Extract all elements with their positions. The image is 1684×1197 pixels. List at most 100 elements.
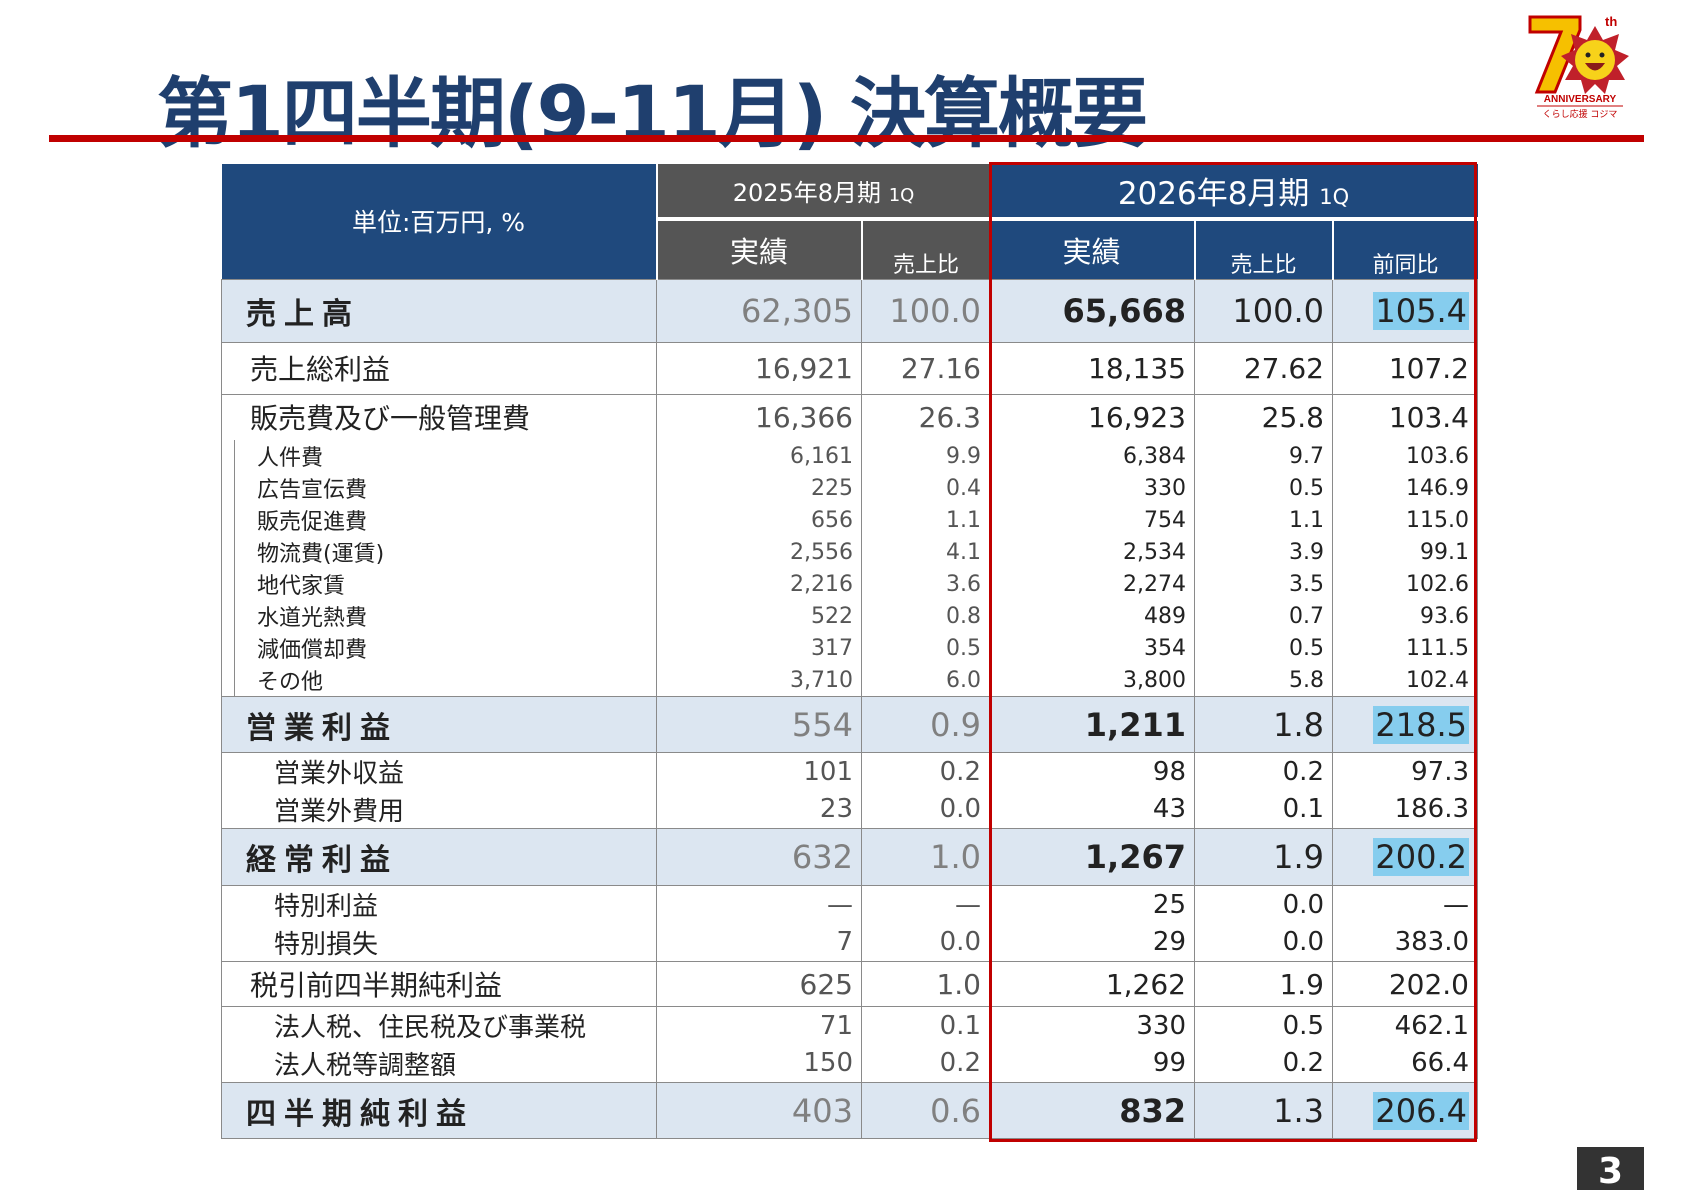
prev-ratio: 0.2 — [861, 752, 990, 791]
prev-ratio: 0.8 — [861, 600, 990, 632]
curr-ratio-header: 売上比 — [1193, 218, 1333, 279]
curr-ratio: 1.9 — [1194, 961, 1333, 1007]
row-label: 営業外費用 — [221, 790, 657, 829]
prev-ratio: 4.1 — [861, 536, 990, 568]
row-label: 水道光熱費 — [221, 600, 657, 632]
prev-actual: 101 — [656, 752, 862, 791]
curr-ratio: 1.9 — [1194, 828, 1333, 886]
curr-actual: 98 — [989, 752, 1195, 791]
yoy-ratio: 93.6 — [1332, 600, 1478, 632]
curr-actual: 2,274 — [989, 568, 1195, 600]
yoy-ratio: 102.4 — [1332, 664, 1478, 697]
prev-ratio: 0.9 — [861, 696, 990, 753]
curr-actual: 6,384 — [989, 440, 1195, 472]
prev-actual: 2,556 — [656, 536, 862, 568]
curr-actual: 330 — [989, 1006, 1195, 1045]
yoy-highlight: 218.5 — [1373, 705, 1469, 744]
prev-ratio: 0.0 — [861, 790, 990, 829]
curr-ratio: 27.62 — [1194, 341, 1333, 394]
prev-actual: 7 — [656, 923, 862, 962]
curr-ratio: 0.7 — [1194, 600, 1333, 632]
curr-actual: 29 — [989, 923, 1195, 962]
table-row: 売上総利益 16,921 27.16 18,135 27.62 107.2 — [221, 341, 1478, 394]
curr-actual: 99 — [989, 1044, 1195, 1083]
table-row: その他 3,710 6.0 3,800 5.8 102.4 — [221, 664, 1478, 697]
row-label: 販売促進費 — [221, 504, 657, 536]
curr-ratio: 25.8 — [1194, 393, 1333, 440]
row-label: その他 — [221, 664, 657, 697]
period-prev-header: 2025年8月期 1Q — [656, 164, 990, 221]
curr-actual: 2,534 — [989, 536, 1195, 568]
curr-actual: 25 — [989, 885, 1195, 924]
row-label: 販売費及び一般管理費 — [221, 393, 657, 440]
curr-actual: 1,267 — [989, 828, 1195, 886]
curr-ratio: 1.8 — [1194, 696, 1333, 753]
row-label: 法人税等調整額 — [221, 1044, 657, 1083]
curr-ratio: 9.7 — [1194, 440, 1333, 472]
curr-ratio: 0.2 — [1194, 752, 1333, 791]
prev-actual: 403 — [656, 1082, 862, 1139]
row-label: 人件費 — [221, 440, 657, 472]
row-label: 広告宣伝費 — [221, 472, 657, 504]
yoy-ratio: 66.4 — [1332, 1044, 1478, 1083]
table-row: 販売促進費 656 1.1 754 1.1 115.0 — [221, 504, 1478, 536]
yoy-ratio: 99.1 — [1332, 536, 1478, 568]
yoy-ratio: 103.4 — [1332, 393, 1478, 440]
row-label: 特別利益 — [221, 885, 657, 924]
table-row: 特別利益 — —25 0.0— — [221, 885, 1478, 924]
yoy-ratio: 115.0 — [1332, 504, 1478, 536]
table-row: 営業外費用 23 0.0 43 0.1 186.3 — [221, 790, 1478, 829]
curr-ratio: 0.5 — [1194, 632, 1333, 664]
prev-actual: 554 — [656, 696, 862, 753]
table-row: 減価償却費 317 0.5 354 0.5 111.5 — [221, 632, 1478, 664]
curr-ratio: 0.5 — [1194, 1006, 1333, 1045]
row-label: 営業外収益 — [221, 752, 657, 791]
page-title: 第1四半期(9-11月) 決算概要 — [157, 69, 1148, 158]
curr-actual: 1,262 — [989, 961, 1195, 1007]
curr-ratio: 0.0 — [1194, 923, 1333, 962]
curr-actual: 3,800 — [989, 664, 1195, 697]
financial-summary-table: 単位:百万円, % 2025年8月期 1Q 2026年8月期 1Q 実績 売上比… — [221, 164, 1478, 1139]
prev-ratio: 0.1 — [861, 1006, 990, 1045]
prev-actual: 71 — [656, 1006, 862, 1045]
yoy-ratio: 186.3 — [1332, 790, 1478, 829]
prev-actual: 23 — [656, 790, 862, 829]
table-row: 販売費及び一般管理費 16,366 26.3 16,923 25.8 103.4 — [221, 393, 1478, 440]
curr-ratio: 0.5 — [1194, 472, 1333, 504]
yoy-ratio: 102.6 — [1332, 568, 1478, 600]
svg-text:th: th — [1605, 14, 1617, 29]
prev-actual: — — [656, 885, 862, 924]
yoy-header: 前同比 — [1331, 218, 1478, 279]
svg-text:くらし応援 コジマ: くらし応援 コジマ — [1543, 108, 1618, 120]
prev-actual: 625 — [656, 961, 862, 1007]
prev-ratio: 100.0 — [861, 278, 990, 342]
row-label: 四半期純利益 — [221, 1082, 657, 1139]
prev-ratio: 1.0 — [861, 961, 990, 1007]
yoy-ratio: — — [1332, 885, 1478, 924]
yoy-ratio: 383.0 — [1332, 923, 1478, 962]
table-row: 水道光熱費 522 0.8 489 0.7 93.6 — [221, 600, 1478, 632]
prev-ratio: 0.5 — [861, 632, 990, 664]
curr-ratio: 1.1 — [1194, 504, 1333, 536]
prev-ratio: 1.1 — [861, 504, 990, 536]
yoy-highlight: 105.4 — [1373, 291, 1469, 330]
prev-actual: 62,305 — [656, 278, 862, 342]
table-row: 人件費 6,161 9.9 6,384 9.7 103.6 — [221, 440, 1478, 472]
anniversary-logo: th ANNIVERSARY くらし応援 コジマ — [1528, 14, 1629, 120]
yoy-ratio: 462.1 — [1332, 1006, 1478, 1045]
prev-ratio: 26.3 — [861, 393, 990, 440]
svg-text:ANNIVERSARY: ANNIVERSARY — [1544, 94, 1617, 105]
unit-label: 単位:百万円, % — [221, 164, 658, 279]
curr-actual: 489 — [989, 600, 1195, 632]
row-label: 物流費(運賃) — [221, 536, 657, 568]
curr-actual: 1,211 — [989, 696, 1195, 753]
table-row: 営業外収益 101 0.2 98 0.2 97.3 — [221, 752, 1478, 791]
yoy-ratio: 202.0 — [1332, 961, 1478, 1007]
prev-actual: 317 — [656, 632, 862, 664]
prev-actual: 2,216 — [656, 568, 862, 600]
yoy-ratio: 200.2 — [1332, 828, 1478, 886]
prev-ratio: 0.6 — [861, 1082, 990, 1139]
yoy-ratio: 107.2 — [1332, 341, 1478, 394]
prev-ratio: 27.16 — [861, 341, 990, 394]
table-row: 法人税、住民税及び事業税 71 0.1 330 0.5 462.1 — [221, 1006, 1478, 1045]
